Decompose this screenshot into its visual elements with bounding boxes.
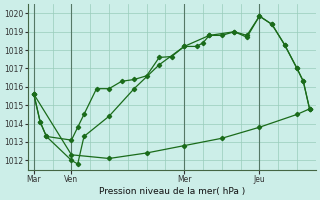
X-axis label: Pression niveau de la mer( hPa ): Pression niveau de la mer( hPa ) — [99, 187, 245, 196]
